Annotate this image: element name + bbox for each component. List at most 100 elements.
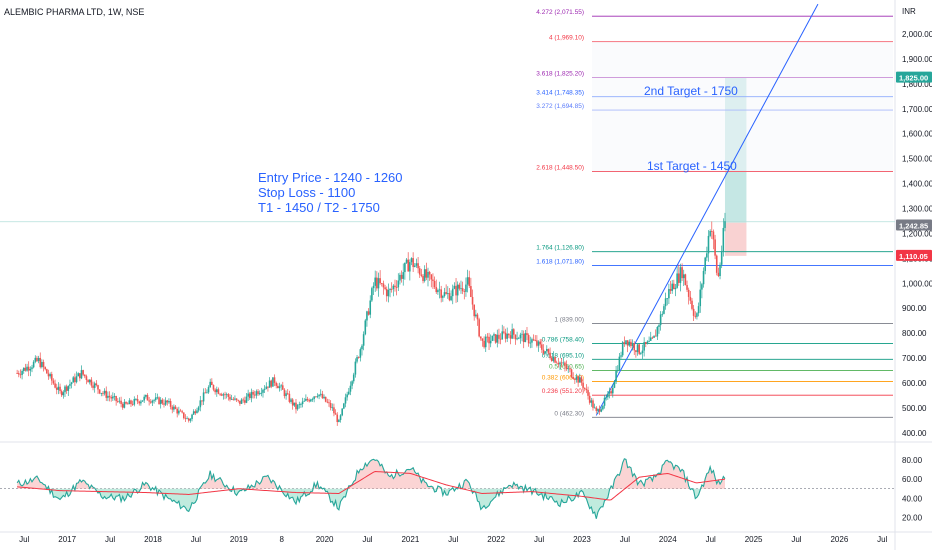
candle-body bbox=[575, 376, 578, 380]
candle-body bbox=[268, 380, 271, 388]
candle-body bbox=[192, 411, 195, 415]
candle-body bbox=[465, 284, 467, 292]
candle-body bbox=[265, 386, 268, 389]
candle-body bbox=[202, 392, 205, 402]
candle-body bbox=[141, 400, 144, 402]
candle-body bbox=[196, 410, 198, 414]
candle-body bbox=[135, 399, 137, 400]
candle-body bbox=[112, 396, 114, 399]
candle-body bbox=[674, 287, 677, 290]
candle-body bbox=[372, 285, 375, 289]
candle-body bbox=[537, 341, 540, 346]
candle-body bbox=[384, 287, 386, 289]
candle-body bbox=[428, 271, 431, 275]
candle-body bbox=[524, 333, 527, 343]
fib-level-label: 0.618 (695.10) bbox=[542, 352, 584, 359]
candle-body bbox=[541, 344, 543, 350]
time-tick-label: Jul bbox=[791, 535, 801, 544]
candle-body bbox=[369, 300, 372, 315]
candle-body bbox=[577, 376, 579, 383]
candle-body bbox=[527, 335, 530, 344]
candle-body bbox=[707, 235, 710, 254]
candle-body bbox=[486, 336, 489, 338]
candle-body bbox=[156, 397, 159, 399]
rsi-tick-label: 80.00 bbox=[902, 456, 923, 465]
candle-body bbox=[522, 333, 525, 343]
candle-body bbox=[280, 385, 282, 387]
candle-body bbox=[653, 335, 655, 338]
candle-body bbox=[488, 336, 490, 344]
candle-body bbox=[186, 418, 188, 420]
candle-body bbox=[432, 279, 434, 281]
candle-body bbox=[248, 393, 251, 399]
candle-body bbox=[37, 357, 40, 362]
candle-body bbox=[17, 373, 20, 375]
candle-body bbox=[174, 406, 177, 409]
candle-body bbox=[343, 403, 345, 409]
candle-body bbox=[143, 396, 145, 401]
candle-body bbox=[635, 350, 637, 353]
fib-level-label: 0 (462.30) bbox=[554, 410, 584, 417]
candle-body bbox=[176, 408, 178, 414]
candle-body bbox=[395, 287, 398, 288]
candle-body bbox=[696, 313, 698, 317]
candle-body bbox=[149, 401, 152, 403]
candle-body bbox=[621, 342, 624, 356]
candle-body bbox=[570, 369, 573, 378]
candle-body bbox=[397, 280, 400, 288]
candle-body bbox=[412, 258, 414, 267]
fib-band bbox=[592, 41, 893, 172]
candle-body bbox=[234, 398, 236, 400]
candle-body bbox=[648, 340, 650, 342]
candle-body bbox=[600, 409, 603, 412]
candle-body bbox=[450, 296, 452, 301]
candle-body bbox=[626, 340, 629, 346]
candle-body bbox=[717, 272, 720, 277]
candle-body bbox=[214, 389, 216, 393]
candle-body bbox=[222, 394, 225, 396]
fib-level-label: 2.618 (1,448.50) bbox=[536, 164, 584, 171]
candle-body bbox=[253, 394, 256, 396]
price-tick-label: 900.00 bbox=[902, 304, 927, 313]
candle-body bbox=[410, 258, 413, 263]
candle-body bbox=[555, 362, 558, 364]
candle-body bbox=[676, 273, 678, 288]
candle-body bbox=[446, 293, 449, 294]
candle-body bbox=[319, 393, 322, 395]
candle-body bbox=[714, 239, 716, 256]
candle-body bbox=[116, 401, 119, 402]
price-axis-badge-label: 1,825.00 bbox=[899, 74, 928, 83]
candle-body bbox=[187, 418, 190, 421]
candle-body bbox=[115, 396, 117, 402]
candle-body bbox=[724, 221, 726, 228]
candle-body bbox=[235, 398, 238, 400]
candle-body bbox=[367, 311, 370, 315]
target2-label: 2nd Target - 1750 bbox=[644, 84, 738, 98]
fib-level-label: 3.414 (1,748.35) bbox=[536, 90, 584, 97]
candle-body bbox=[605, 397, 607, 399]
candle-body bbox=[189, 418, 192, 421]
candle-body bbox=[593, 407, 596, 409]
candle-body bbox=[557, 363, 560, 365]
candle-body bbox=[679, 267, 682, 283]
candle-body bbox=[687, 289, 690, 297]
candle-body bbox=[118, 400, 121, 402]
candle-body bbox=[49, 374, 51, 377]
candle-body bbox=[42, 361, 45, 368]
candle-body bbox=[677, 273, 680, 283]
candle-body bbox=[351, 381, 353, 386]
time-tick-label: Jul bbox=[534, 535, 544, 544]
candle-body bbox=[34, 357, 37, 362]
candle-body bbox=[567, 368, 570, 370]
candle-body bbox=[296, 404, 299, 410]
candle-body bbox=[230, 398, 233, 400]
candle-body bbox=[710, 231, 713, 232]
candle-body bbox=[329, 403, 332, 408]
candle-body bbox=[517, 338, 520, 340]
candle-body bbox=[377, 278, 380, 289]
candle-body bbox=[22, 367, 25, 371]
candle-body bbox=[212, 385, 215, 390]
fib-level-label: 0.236 (551.20) bbox=[542, 388, 584, 395]
candle-body bbox=[252, 391, 254, 395]
